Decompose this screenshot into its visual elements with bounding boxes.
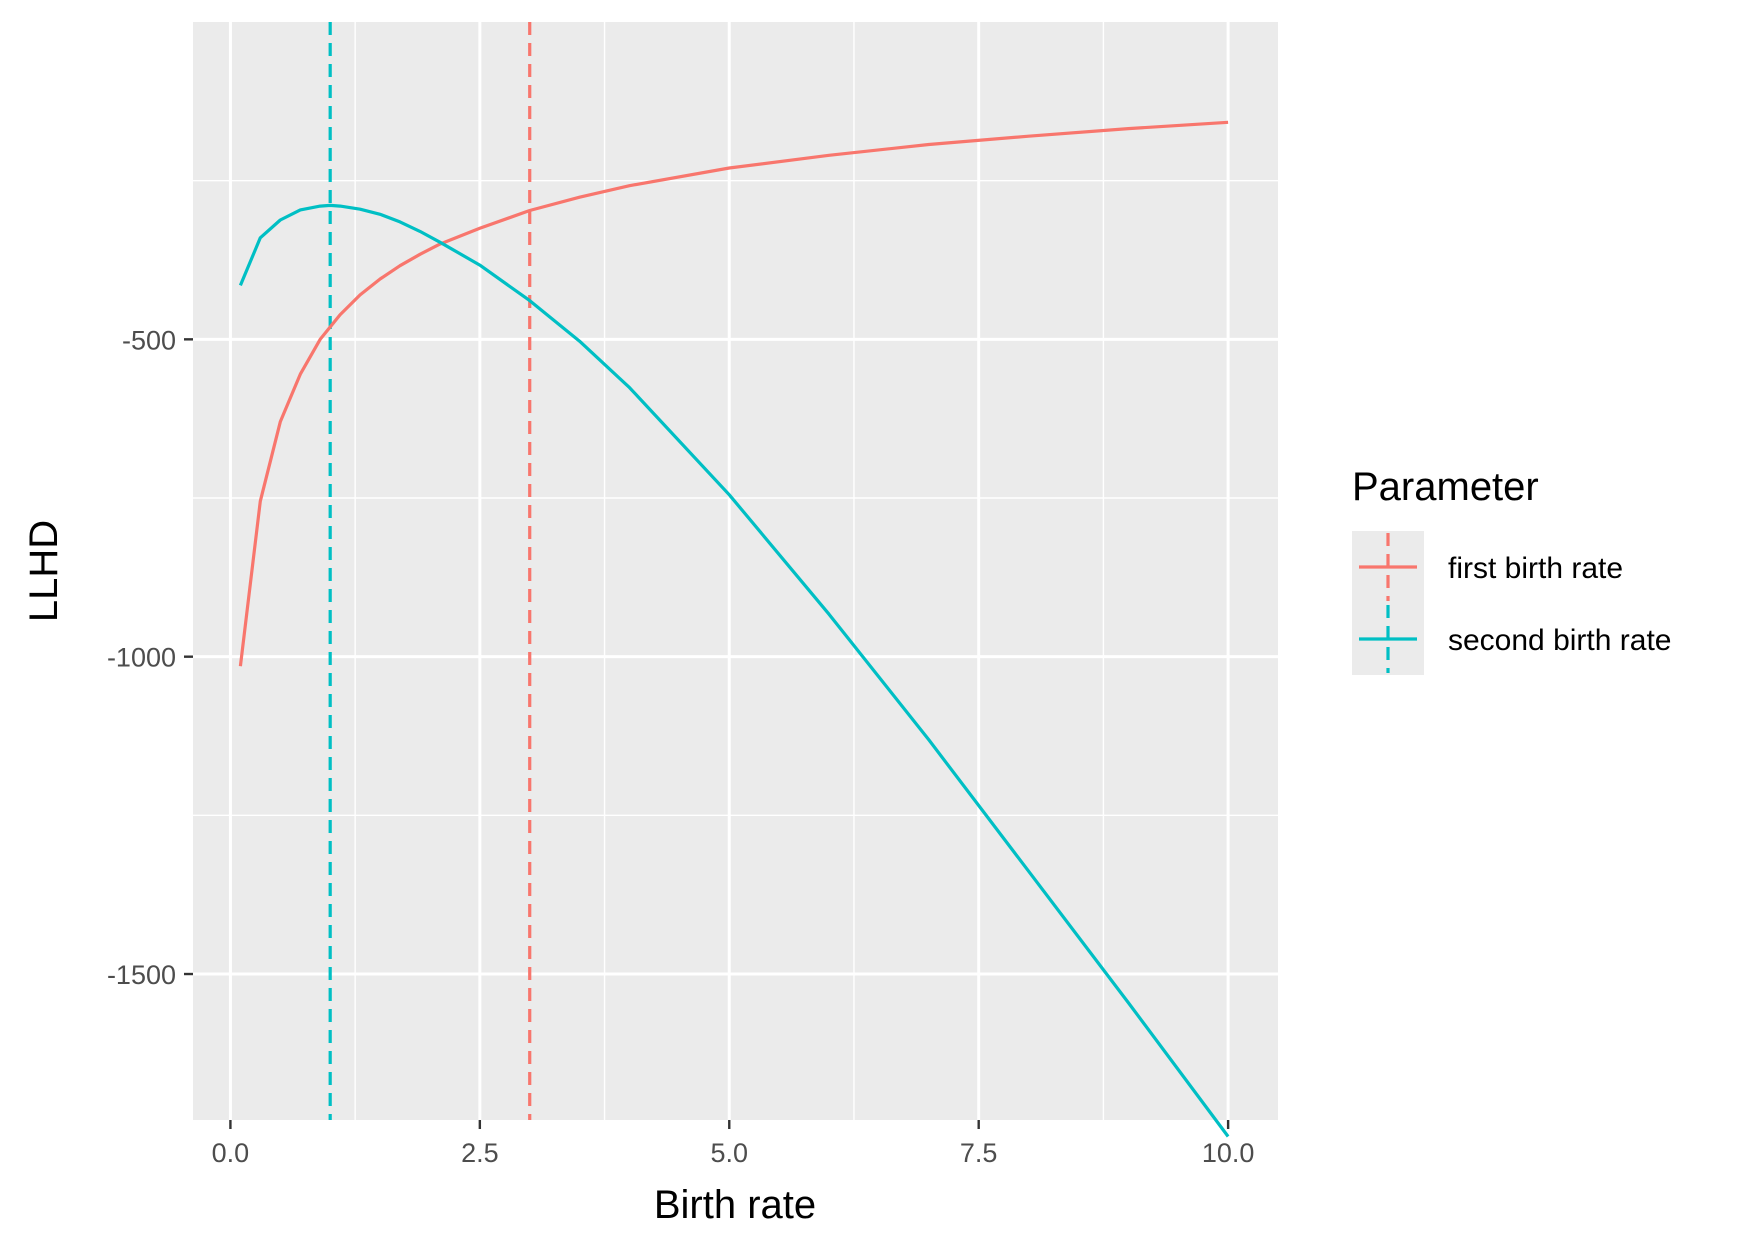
legend-item: first birth rate [1352, 531, 1623, 603]
x-tick-label: 7.5 [960, 1138, 998, 1168]
y-axis-title: LLHD [22, 520, 66, 622]
legend: Parameter first birth rate second birth r… [1352, 465, 1671, 675]
legend-title: Parameter [1352, 465, 1539, 509]
series-line [238, 203, 1230, 1138]
x-axis: 0.0 2.5 5.0 7.5 10.0 [212, 1120, 1255, 1168]
y-axis: -500 -1000 -1500 [107, 325, 193, 990]
legend-label: second birth rate [1448, 624, 1671, 657]
series-lines [238, 120, 1230, 1138]
x-axis-title: Birth rate [654, 1183, 816, 1227]
major-gridlines [193, 22, 1278, 1120]
y-tick-label: -1000 [107, 643, 176, 673]
y-tick-label: -1500 [107, 960, 176, 990]
x-tick-label: 10.0 [1202, 1138, 1255, 1168]
legend-item: second birth rate [1352, 603, 1671, 675]
x-tick-label: 0.0 [212, 1138, 250, 1168]
series-line [238, 120, 1229, 667]
x-tick-label: 2.5 [461, 1138, 499, 1168]
legend-label: first birth rate [1448, 552, 1623, 585]
minor-gridlines [193, 22, 1278, 1120]
y-tick-label: -500 [122, 325, 176, 355]
plot-background [193, 22, 1278, 1120]
x-tick-label: 5.0 [710, 1138, 748, 1168]
reference-lines [328, 22, 532, 1120]
